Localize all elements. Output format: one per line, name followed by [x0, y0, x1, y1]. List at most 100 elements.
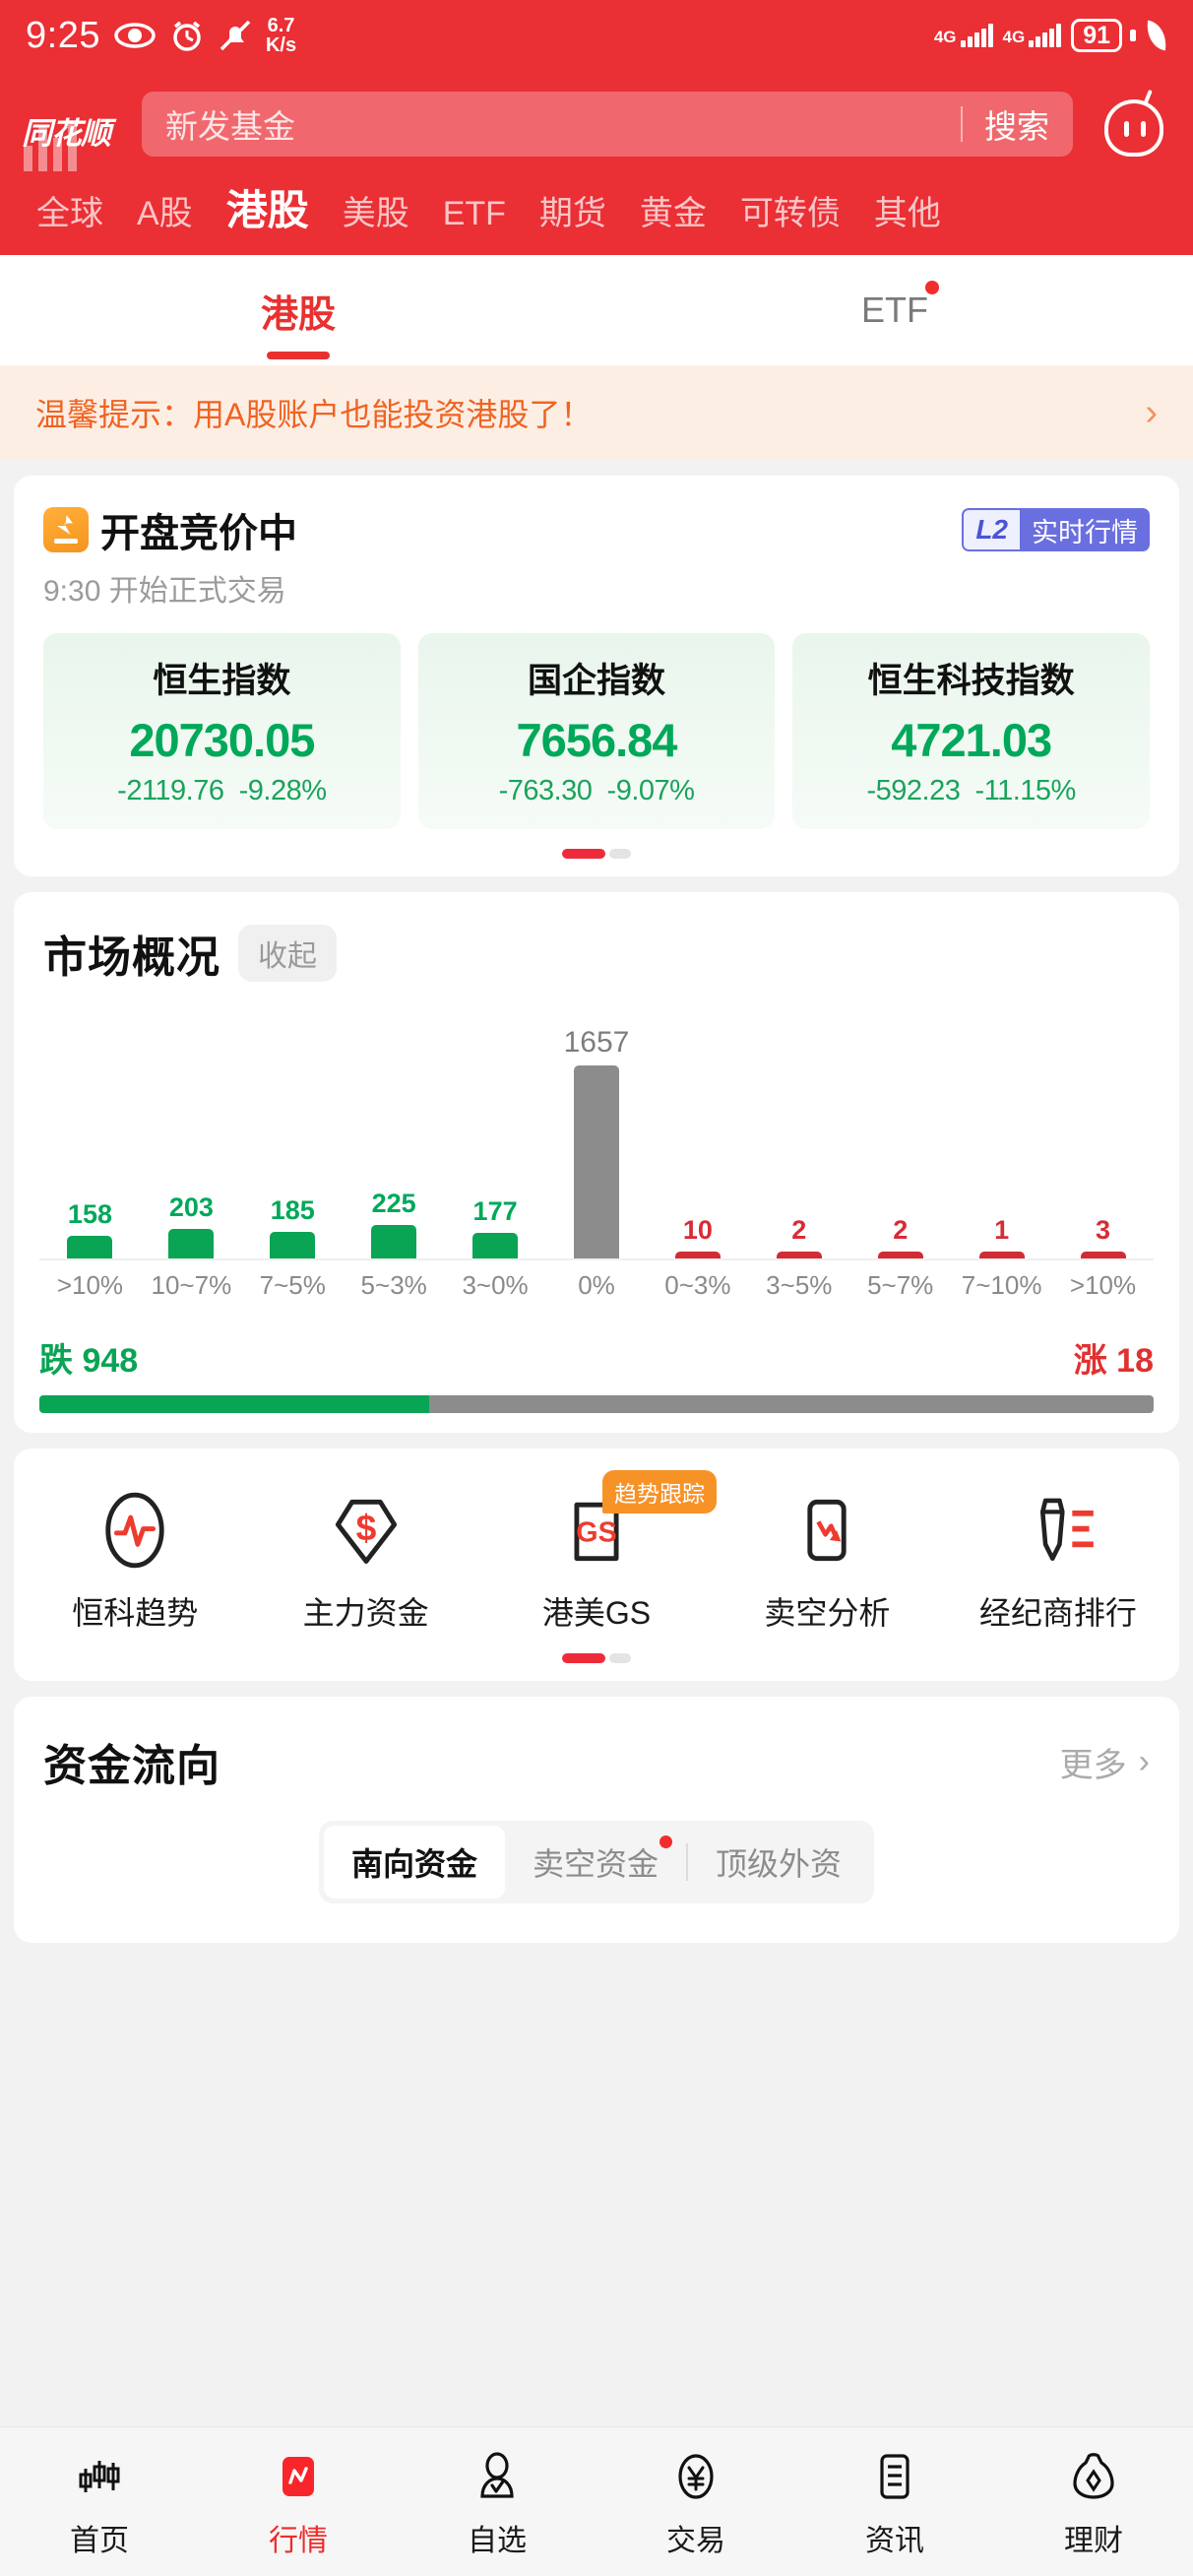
index-item[interactable]: 恒生科技指数 4721.03 -592.23 -11.15%: [792, 633, 1151, 829]
nav-quotes[interactable]: 行情: [199, 2445, 398, 2559]
category-tab-other[interactable]: 其他: [873, 195, 941, 232]
nav-quotes-label: 行情: [269, 2524, 328, 2557]
more-button[interactable]: 更多 ›: [1060, 1738, 1150, 1786]
nav-news-label: 资讯: [865, 2524, 924, 2557]
chart-x-tick: 10~7%: [151, 1270, 232, 1300]
index-list: 恒生指数 20730.05 -2119.76 -9.28% 国企指数 7656.…: [14, 610, 1179, 829]
chart-bar-rect: [674, 1252, 721, 1258]
search-button[interactable]: 搜索: [984, 108, 1049, 145]
sim1-label: 4G: [933, 28, 957, 46]
l2-realtime-badge[interactable]: L2 实时行情: [962, 508, 1150, 551]
notification-dot-icon: [925, 281, 939, 294]
category-tab-futures[interactable]: 期货: [538, 195, 606, 232]
network-speed: 6.7 K/s: [265, 15, 297, 56]
index-card-header: 开盘竞价中 L2 实时行情: [14, 476, 1179, 558]
nav-watchlist[interactable]: 自选: [398, 2445, 596, 2559]
chart-bars: 158 203 185 225 177 1657: [39, 1014, 1154, 1260]
nav-wealth[interactable]: 理财: [994, 2445, 1193, 2559]
chart-bar: 225: [344, 1014, 445, 1258]
chart-bar-value: 225: [371, 1189, 416, 1218]
news-doc-icon: [867, 2445, 922, 2508]
index-change-pct: -9.28%: [238, 775, 327, 806]
index-change: -2119.76 -9.28%: [51, 775, 393, 807]
index-change: -763.30 -9.07%: [426, 775, 768, 807]
chart-bar-rect: [67, 1236, 113, 1258]
chart-x-tick: 3~0%: [462, 1270, 529, 1300]
index-value: 20730.05: [129, 714, 315, 766]
feature-label: 卖空分析: [764, 1595, 891, 1631]
index-item[interactable]: 国企指数 7656.84 -763.30 -9.07%: [417, 633, 776, 829]
money-bag-icon: [1066, 2445, 1121, 2508]
bell-muted-icon: [219, 19, 252, 52]
feature-broker-rank[interactable]: 经纪商排行: [943, 1488, 1173, 1634]
svg-text:GS: GS: [576, 1516, 616, 1548]
watchlist-person-icon: [470, 2445, 525, 2508]
chart-bar-value: 185: [270, 1195, 315, 1225]
leaf-icon: [1144, 20, 1169, 51]
chart-bar-rect: [978, 1252, 1025, 1258]
chart-x-tick: >10%: [56, 1270, 124, 1300]
tab-hk-stocks[interactable]: 港股: [0, 255, 596, 365]
chart-bar-value: 1: [994, 1215, 1010, 1245]
market-status-sub: 9:30 开始正式交易: [43, 575, 286, 608]
yuan-trade-icon: [668, 2445, 723, 2508]
feature-carousel-indicator[interactable]: [14, 1634, 1179, 1681]
capital-flow-title: 资金流向: [43, 1742, 220, 1790]
advance-decline-labels: 跌 948 涨 18: [39, 1333, 1154, 1382]
nav-wealth-label: 理财: [1064, 2524, 1123, 2557]
chart-bar-value: 203: [168, 1192, 214, 1222]
more-label: 更多: [1059, 1746, 1127, 1784]
tip-banner[interactable]: 温馨提示：用A股账户也能投资港股了！ ›: [0, 365, 1193, 460]
category-tab-us[interactable]: 美股: [342, 195, 409, 232]
chart-bar: 203: [141, 1014, 242, 1258]
l2-label: 实时行情: [1020, 508, 1150, 551]
nav-home-label: 首页: [70, 2524, 129, 2557]
chart-x-tick: 3~5%: [766, 1270, 833, 1300]
tab-top-foreign-capital[interactable]: 顶级外资: [716, 1846, 843, 1882]
search-bar[interactable]: 新发基金 搜索: [142, 92, 1073, 157]
nav-news[interactable]: 资讯: [795, 2445, 994, 2559]
down-arrow-phone-icon: [785, 1488, 869, 1573]
tab-southbound-capital[interactable]: 南向资金: [323, 1826, 505, 1899]
carousel-dot-active: [562, 849, 605, 859]
category-tab-ashare[interactable]: A股: [137, 195, 193, 232]
feature-main-capital[interactable]: $ 主力资金: [250, 1488, 480, 1634]
search-input[interactable]: 新发基金: [165, 108, 295, 145]
chevron-right-icon: ›: [1145, 391, 1158, 433]
chart-bar-value: 2: [791, 1215, 807, 1245]
decline-bar-segment: [39, 1395, 430, 1413]
chart-bar: 2: [849, 1014, 951, 1258]
chart-x-axis: >10% 10~7% 7~5% 5~3% 3~0% 0% 0~3% 3~5% 5…: [39, 1270, 1154, 1301]
robot-assistant-icon[interactable]: [1099, 88, 1171, 161]
category-tabs: 全球 A股 港股 美股 ETF 期货 黄金 可转债 其他: [0, 177, 1193, 255]
nav-home[interactable]: 首页: [0, 2445, 199, 2559]
chart-x-tick: 7~10%: [961, 1270, 1042, 1300]
carousel-indicator[interactable]: [14, 829, 1179, 876]
index-value: 4721.03: [891, 714, 1052, 766]
chart-bar-value: 3: [1096, 1215, 1111, 1245]
category-tab-global[interactable]: 全球: [36, 195, 103, 232]
category-tab-bonds[interactable]: 可转债: [739, 195, 841, 232]
chart-bar-value: 177: [472, 1196, 518, 1226]
category-tab-hk[interactable]: 港股: [225, 187, 309, 233]
tab-short-selling-capital[interactable]: 卖空资金: [505, 1826, 686, 1899]
candlestick-icon: [72, 2445, 127, 2508]
tab-etf[interactable]: ETF: [596, 255, 1193, 365]
category-tab-gold[interactable]: 黄金: [639, 195, 707, 232]
collapse-button[interactable]: 收起: [238, 925, 337, 982]
logo-text: 同花顺: [22, 116, 111, 151]
chart-bar-rect: [472, 1233, 519, 1258]
feature-hengke-trend[interactable]: 恒科趋势: [20, 1488, 250, 1634]
chart-x-tick: 5~3%: [360, 1270, 427, 1300]
index-item[interactable]: 恒生指数 20730.05 -2119.76 -9.28%: [43, 633, 401, 829]
chart-bar: 1: [951, 1014, 1052, 1258]
feature-shortcuts: 恒科趋势 $ 主力资金 趋势跟踪 GS 港美GS 卖空分析 经纪商排行: [14, 1449, 1179, 1634]
category-tab-etf[interactable]: ETF: [442, 195, 506, 232]
nav-trade[interactable]: 交易: [596, 2445, 795, 2559]
page-title: 市场概况: [43, 934, 220, 982]
l2-tag: L2: [962, 508, 1020, 551]
chart-x-tick: 0%: [578, 1270, 615, 1300]
feature-gs[interactable]: 趋势跟踪 GS 港美GS: [481, 1470, 718, 1634]
feature-short-selling[interactable]: 卖空分析: [712, 1488, 942, 1634]
status-right: 4G 4G 91: [933, 18, 1169, 53]
